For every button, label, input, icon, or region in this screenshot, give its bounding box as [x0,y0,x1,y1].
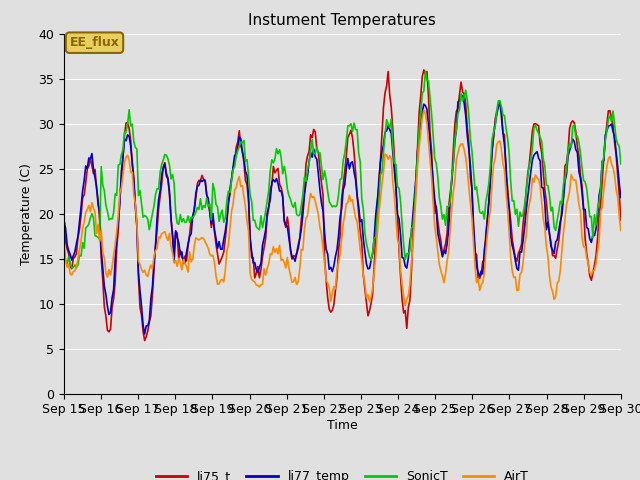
Line: SonicT: SonicT [64,71,621,268]
li77_temp [459,93,467,98]
Text: EE_flux: EE_flux [70,36,120,49]
SonicT [228,178,236,184]
li77_temp [617,194,625,200]
li77_temp [246,236,254,241]
SonicT [422,68,429,74]
SonicT [60,240,68,246]
SonicT [68,265,76,271]
SonicT [130,139,138,144]
AirT [129,169,136,175]
li77_temp [129,160,136,166]
li75_t [129,160,136,166]
SonicT [246,192,254,198]
SonicT [305,160,313,166]
Title: Instument Temperatures: Instument Temperatures [248,13,436,28]
X-axis label: Time: Time [327,419,358,432]
li77_temp [60,217,68,223]
Line: li77_temp: li77_temp [64,96,621,334]
li75_t [228,177,236,182]
li77_temp [305,159,313,165]
li77_temp [589,232,596,238]
li75_t [305,149,313,155]
AirT [254,283,262,288]
li75_t [141,337,148,343]
Y-axis label: Temperature (C): Temperature (C) [20,163,33,264]
SonicT [589,235,596,241]
li77_temp [228,177,236,182]
AirT [303,213,311,219]
li75_t [60,222,68,228]
AirT [60,248,68,254]
SonicT [617,161,625,167]
li75_t [617,217,625,223]
li75_t [589,270,596,276]
AirT [244,228,252,234]
Legend: li75_t, li77_temp, SonicT, AirT: li75_t, li77_temp, SonicT, AirT [151,465,534,480]
AirT [226,225,234,231]
Line: li75_t: li75_t [64,70,621,340]
AirT [617,228,625,233]
li75_t [255,275,263,281]
li75_t [420,67,428,73]
SonicT [255,227,263,233]
Line: AirT: AirT [64,110,621,306]
li75_t [246,235,254,240]
AirT [420,107,428,113]
li77_temp [141,331,148,337]
AirT [401,303,409,309]
AirT [589,268,596,274]
li77_temp [255,264,263,270]
